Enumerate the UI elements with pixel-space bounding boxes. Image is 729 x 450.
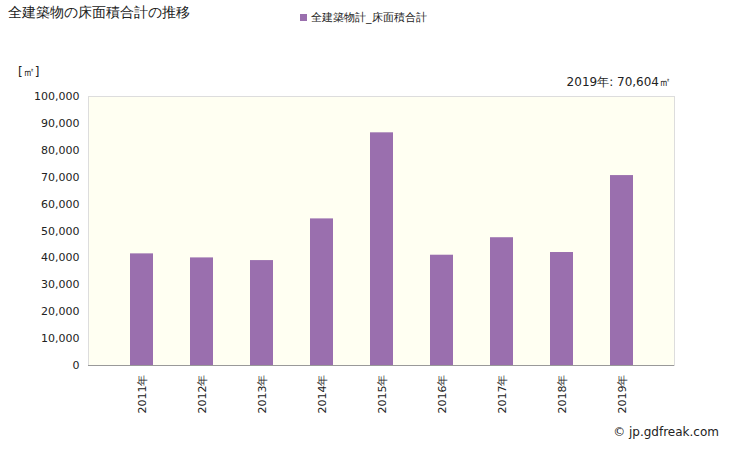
svg-text:0: 0	[73, 359, 80, 372]
svg-text:2016年: 2016年	[436, 375, 449, 414]
svg-text:2013年: 2013年	[256, 375, 269, 414]
svg-text:2015年: 2015年	[376, 375, 389, 414]
svg-text:100,000: 100,000	[34, 90, 80, 103]
svg-text:40,000: 40,000	[41, 251, 80, 264]
svg-text:2017年: 2017年	[496, 375, 509, 414]
svg-text:2014年: 2014年	[316, 375, 329, 414]
svg-text:50,000: 50,000	[41, 225, 80, 238]
html-text:2019年: 70,604㎡: 2019年: 70,604㎡	[566, 75, 671, 89]
svg-text:60,000: 60,000	[41, 198, 80, 211]
svg-text:20,000: 20,000	[41, 305, 80, 318]
svg-text:70,000: 70,000	[41, 171, 80, 184]
svg-text:2012年: 2012年	[196, 375, 209, 414]
svg-text:2019年: 2019年	[616, 375, 629, 414]
svg-text:10,000: 10,000	[41, 332, 80, 345]
html-text:全建築物計_床面積合計: 全建築物計_床面積合計	[311, 11, 427, 24]
svg-text:2018年: 2018年	[556, 375, 569, 414]
svg-text:30,000: 30,000	[41, 278, 80, 291]
html-text:全建築物の床面積合計の推移: 全建築物の床面積合計の推移	[8, 4, 190, 20]
html-text:© jp.gdfreak.com: © jp.gdfreak.com	[613, 425, 719, 439]
svg-text:80,000: 80,000	[41, 144, 80, 157]
svg-text:90,000: 90,000	[41, 117, 80, 130]
svg-text:2011年: 2011年	[136, 375, 149, 414]
